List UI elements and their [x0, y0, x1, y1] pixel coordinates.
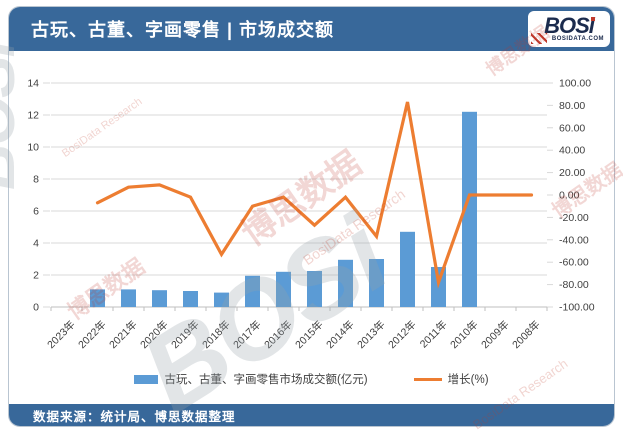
left-axis-tick-label: 6	[33, 206, 39, 218]
growth-line	[95, 101, 534, 289]
chart-legend: 古玩、古董、字画零售市场成交额(亿元) 增长(%)	[9, 371, 614, 387]
logo-stripes-decoration	[531, 33, 547, 44]
right-axis-tick-label: 40.00	[559, 145, 585, 157]
legend-bar-swatch-icon	[134, 374, 159, 384]
x-axis-tick-label: 2014年	[323, 318, 356, 351]
right-axis-tick-label: 20.00	[559, 167, 585, 179]
legend-bar-label: 古玩、古董、字画零售市场成交额(亿元)	[164, 374, 368, 386]
page-title: 古玩、古董、字画零售 | 市场成交额	[31, 20, 335, 40]
left-axis-tick-label: 2	[33, 270, 39, 282]
data-source-text: 数据来源：统计局、博思数据整理	[33, 409, 236, 424]
chart-area: 0 2 4 6 8 10 12 14 100.00 80.00 60.00 40.00 20.00 0.0…	[9, 51, 614, 404]
bar-2016年	[276, 271, 291, 307]
bosi-logo-text: BOSi	[544, 13, 595, 38]
left-axis-tick-label: 0	[33, 302, 39, 314]
bar-2014年	[338, 259, 353, 307]
x-axis-tick-label: 2020年	[137, 318, 170, 351]
x-axis-tick-label: 2023年	[44, 318, 77, 351]
bar-2012年	[400, 231, 415, 307]
x-axis-tick-label: 2018年	[199, 318, 232, 351]
x-axis-tick-label: 2011年	[417, 318, 450, 351]
bar-2018年	[214, 292, 229, 307]
logo-red-dot	[590, 17, 595, 21]
x-axis-tick-label: 2019年	[168, 318, 201, 351]
bar-2013年	[369, 259, 384, 307]
left-axis-tick-label: 4	[33, 238, 39, 250]
bar-2022年	[90, 289, 105, 307]
bar-2021年	[121, 289, 136, 307]
left-axis-tick-label: 8	[33, 174, 39, 186]
x-axis-tick-label: 2022年	[75, 318, 108, 351]
bar-2019年	[183, 291, 198, 307]
bar-2015年	[307, 271, 322, 307]
right-axis-tick-label: -20.00	[559, 212, 589, 224]
x-axis-tick-label: 2017年	[230, 318, 263, 351]
x-axis-tick-label: 2016年	[261, 318, 294, 351]
header-bar: 古玩、古董、字画零售 | 市场成交额 BOSi BOSIDATA.COM	[9, 7, 614, 51]
legend-item-bar: 古玩、古董、字画零售市场成交额(亿元)	[134, 371, 368, 387]
x-axis-tick-label: 2012年	[385, 318, 418, 351]
x-axis-tick-label: 2008年	[509, 318, 542, 351]
x-axis-tick-label: 2021年	[106, 318, 139, 351]
bar-2017年	[245, 275, 260, 307]
right-axis-tick-label: 60.00	[559, 122, 585, 134]
bosi-logo-subtext: BOSIDATA.COM	[551, 36, 604, 42]
bar-2020年	[152, 290, 167, 307]
report-card: 古玩、古董、字画零售 | 市场成交额 BOSi BOSIDATA.COM 0 2 4…	[8, 6, 615, 427]
left-axis-tick-label: 10	[27, 142, 39, 154]
right-axis-tick-label: 80.00	[559, 100, 585, 112]
right-axis-tick-label: -100.00	[559, 302, 595, 314]
x-axis-tick-label: 2015年	[292, 318, 325, 351]
bar-2010年	[462, 111, 477, 307]
legend-line-swatch-icon	[413, 377, 442, 381]
footer-bar: 数据来源：统计局、博思数据整理	[9, 404, 614, 426]
chart-svg: 0 2 4 6 8 10 12 14 100.00 80.00 60.00 40.00 20.00 0.0…	[27, 78, 595, 352]
right-axis-tick-label: -80.00	[559, 279, 589, 291]
legend-line-label: 增长(%)	[447, 374, 489, 386]
legend-item-line: 增长(%)	[413, 371, 489, 387]
x-axis-tick-label: 2010年	[447, 318, 480, 351]
x-axis-tick-label: 2009年	[478, 318, 511, 351]
right-axis-tick-label: -40.00	[559, 234, 589, 246]
left-axis-tick-label: 12	[27, 110, 39, 122]
left-axis-tick-label: 14	[27, 78, 39, 90]
right-axis-tick-label: 0.00	[559, 190, 580, 202]
bosi-logo: BOSi BOSIDATA.COM	[528, 11, 610, 47]
right-axis-tick-label: 100.00	[559, 78, 591, 90]
x-axis-tick-label: 2013年	[354, 318, 387, 351]
right-axis-tick-label: -60.00	[559, 257, 589, 269]
